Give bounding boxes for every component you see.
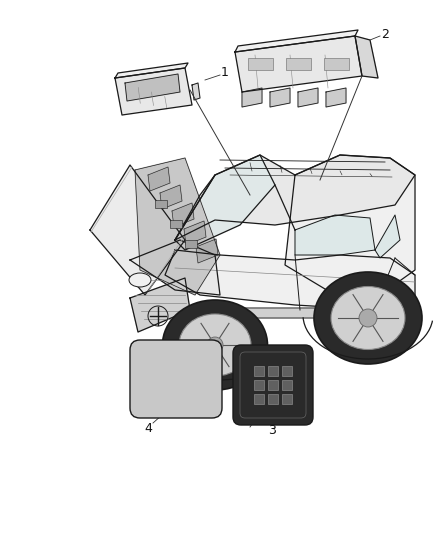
Bar — [254, 380, 264, 390]
Polygon shape — [184, 221, 206, 245]
Bar — [324, 58, 349, 70]
Bar — [254, 394, 264, 404]
FancyBboxPatch shape — [233, 345, 313, 425]
Polygon shape — [195, 308, 395, 318]
FancyBboxPatch shape — [130, 340, 222, 418]
Polygon shape — [196, 239, 218, 263]
Bar — [282, 380, 292, 390]
Polygon shape — [160, 185, 182, 209]
Text: 2: 2 — [381, 28, 389, 41]
Polygon shape — [115, 68, 192, 115]
Polygon shape — [235, 30, 358, 52]
Bar — [286, 58, 311, 70]
Ellipse shape — [179, 314, 251, 376]
Ellipse shape — [162, 300, 268, 390]
Polygon shape — [242, 88, 262, 107]
Bar — [254, 366, 264, 376]
Ellipse shape — [314, 272, 422, 364]
Ellipse shape — [331, 287, 405, 350]
Circle shape — [359, 309, 377, 327]
Polygon shape — [135, 158, 220, 295]
Polygon shape — [295, 215, 375, 255]
Polygon shape — [175, 155, 275, 250]
Polygon shape — [130, 240, 220, 295]
Bar — [248, 58, 273, 70]
Polygon shape — [148, 167, 170, 191]
Polygon shape — [125, 74, 180, 101]
Bar — [185, 240, 197, 248]
Bar — [282, 394, 292, 404]
Polygon shape — [326, 88, 346, 107]
Text: 4: 4 — [144, 422, 152, 434]
Circle shape — [207, 337, 223, 353]
Polygon shape — [192, 83, 200, 100]
Text: 1: 1 — [221, 66, 229, 78]
Bar — [155, 200, 167, 208]
Polygon shape — [355, 36, 378, 78]
Polygon shape — [165, 250, 415, 310]
Bar — [282, 366, 292, 376]
Polygon shape — [285, 155, 415, 295]
Polygon shape — [130, 278, 190, 332]
Polygon shape — [90, 165, 185, 295]
Bar — [170, 220, 182, 228]
Polygon shape — [298, 88, 318, 107]
Bar — [268, 394, 278, 404]
Polygon shape — [270, 88, 290, 107]
Bar — [268, 366, 278, 376]
Polygon shape — [172, 203, 194, 227]
Text: 3: 3 — [268, 424, 276, 437]
Ellipse shape — [129, 273, 151, 287]
Polygon shape — [115, 63, 188, 78]
Polygon shape — [175, 155, 415, 240]
Polygon shape — [375, 215, 400, 258]
Bar — [268, 380, 278, 390]
Polygon shape — [235, 36, 362, 92]
